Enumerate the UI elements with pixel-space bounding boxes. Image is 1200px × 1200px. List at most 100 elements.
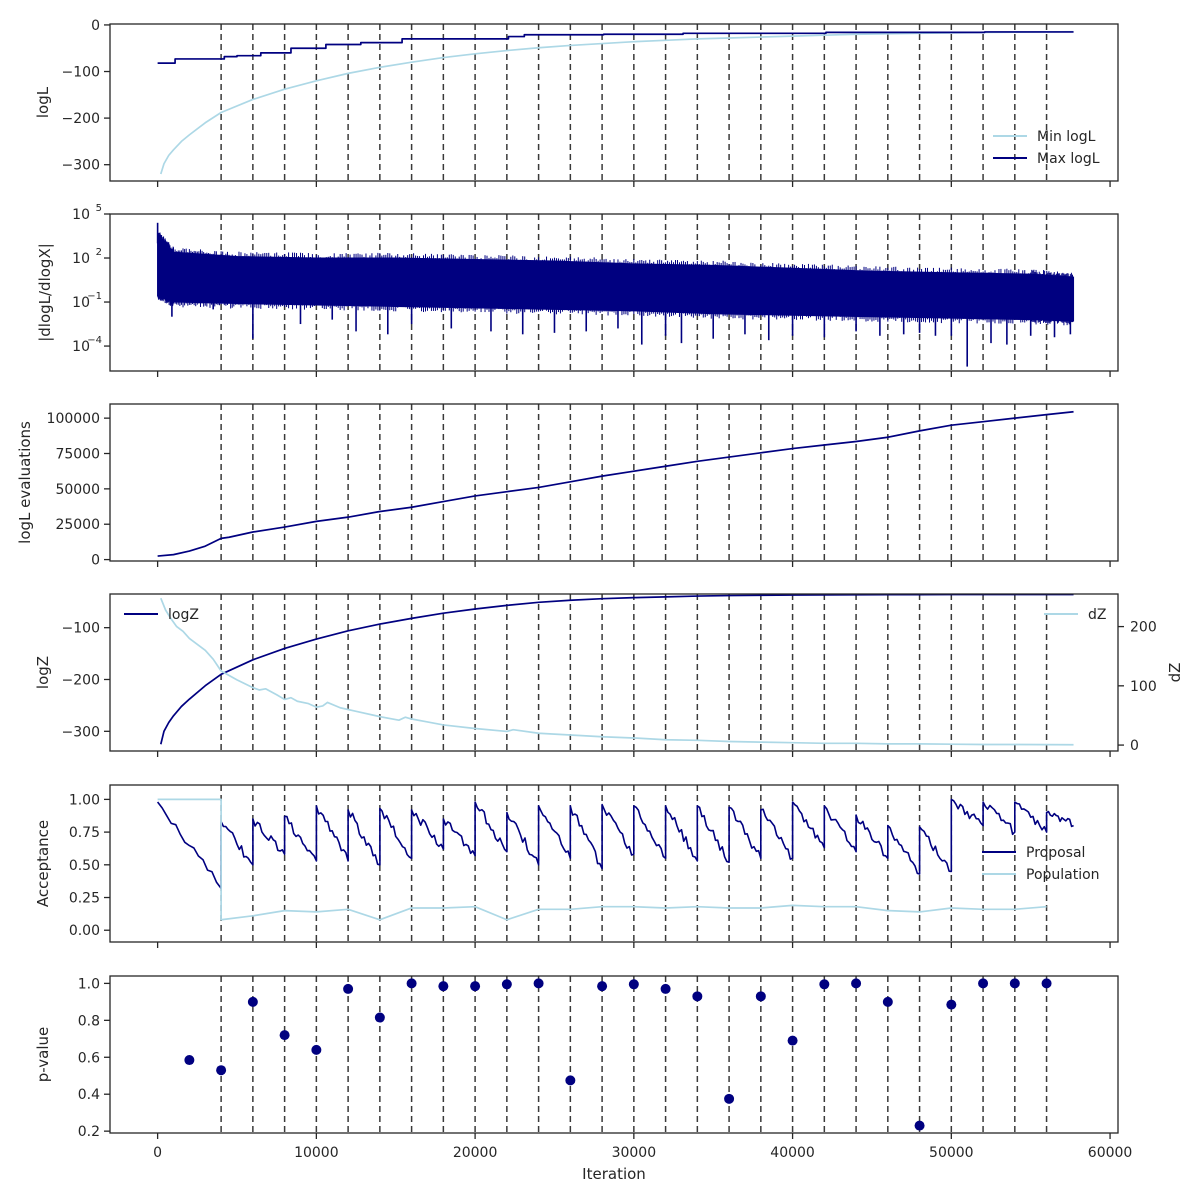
x-tick-label: 60000 (1088, 1145, 1133, 1161)
series-proposal (156, 798, 1074, 890)
legend-entry: Max logL (1037, 151, 1100, 167)
point-54000 (1009, 978, 1020, 989)
y-ticks: 0 25000 50000 75000 100000 (47, 411, 110, 569)
x-ticks (156, 1133, 1111, 1139)
y-tick-label: 10 (72, 339, 90, 355)
y2-tick-label: 200 (1130, 620, 1157, 636)
y-tick-label: 10 (72, 207, 90, 223)
point-46000 (882, 996, 893, 1007)
y2-ticks: 0 100 200 (1118, 620, 1157, 754)
series-population (157, 798, 1047, 921)
y2-axis-label: dZ (1166, 663, 1184, 683)
y-tick-label: −200 (62, 672, 100, 688)
y-tick-label: 10 (72, 251, 90, 267)
point-50000 (946, 999, 957, 1010)
subplot-3: 0 25000 50000 75000 100000 logL evaluations (16, 403, 1119, 569)
y-axis-label: logL evaluations (16, 421, 34, 544)
point-26000 (565, 1075, 576, 1086)
point-42000 (819, 979, 830, 990)
y-tick-label: 10 (72, 295, 90, 311)
y-tick-exponent: 2 (96, 247, 102, 258)
point-22000 (501, 979, 512, 990)
axes-frame (109, 403, 1119, 562)
y-tick-label: 0 (91, 18, 100, 34)
axes-frame (109, 975, 1119, 1134)
y2-tick-label: 0 (1130, 738, 1139, 754)
legend-entry: Min logL (1037, 129, 1096, 145)
legend-entry: logZ (168, 607, 199, 623)
legend-entry: dZ (1088, 607, 1106, 623)
y-ticks: 0.2 0.4 0.6 0.8 1.0 (78, 976, 110, 1140)
x-ticks (156, 181, 1111, 187)
point-48000 (914, 1120, 925, 1131)
subplot-5: 0.00 0.25 0.50 0.75 1.00 Acceptance Proposal Po… (34, 784, 1119, 948)
y-tick-label: 0.50 (69, 858, 100, 874)
axes-frame (109, 213, 1119, 372)
point-40000 (787, 1035, 798, 1046)
y-tick-label: 25000 (55, 517, 100, 533)
x-ticks (156, 371, 1111, 377)
y-axis-label: Acceptance (34, 820, 52, 907)
y-ticks: −100 −200 −300 (62, 621, 110, 740)
series-logl-evaluations (157, 410, 1074, 557)
y-axis-label: p-value (34, 1027, 52, 1083)
point-52000 (978, 978, 989, 989)
y-axis-label: |dlogL/dlogX| (36, 243, 54, 342)
x-tick-label: 0 (153, 1145, 162, 1161)
legend: Proposal Population (982, 845, 1100, 883)
point-14000 (374, 1012, 385, 1023)
y-tick-label: 0.8 (78, 1013, 100, 1029)
y-tick-exponent: −1 (87, 291, 102, 302)
y-tick-label: −300 (62, 724, 100, 740)
series-logz (159, 594, 1074, 745)
plot-area-3 (157, 404, 1074, 561)
point-56000 (1041, 978, 1052, 989)
point-18000 (438, 981, 449, 992)
y2-tick-label: 100 (1130, 679, 1157, 695)
y-ticks: 0.00 0.25 0.50 0.75 1.00 (69, 792, 110, 939)
x-ticks (156, 942, 1111, 948)
x-tick-label: 50000 (929, 1145, 974, 1161)
series-min-logl (159, 30, 1074, 175)
series-p-value (184, 978, 1052, 1131)
y-tick-label: 100000 (47, 411, 100, 427)
point-12000 (343, 983, 354, 994)
point-34000 (692, 991, 703, 1002)
x-tick-label: 40000 (770, 1145, 815, 1161)
y-tick-label: 0.4 (78, 1087, 100, 1103)
point-38000 (755, 991, 766, 1002)
y-tick-label: 0.00 (69, 923, 100, 939)
x-ticks (156, 751, 1111, 757)
series-dz (160, 597, 1074, 746)
x-tick-label: 30000 (612, 1145, 657, 1161)
y-tick-label: 0.6 (78, 1050, 100, 1066)
x-tick-label: 10000 (294, 1145, 339, 1161)
point-36000 (724, 1093, 735, 1104)
y-axis-label: logL (34, 86, 52, 118)
y-tick-label: 0 (91, 553, 100, 569)
y-tick-exponent: −4 (87, 335, 102, 346)
legend-entry: Population (1026, 867, 1100, 883)
point-16000 (406, 978, 417, 989)
x-axis-label: Iteration (582, 1165, 646, 1183)
y-ticks: 10 510 210−110−4 (72, 203, 110, 355)
subplot-1: 0 −100 −200 −300 logL Min logL Max logL (34, 18, 1119, 187)
subplot-6: 0.2 0.4 0.6 0.8 1.0 p-value (34, 975, 1119, 1140)
point-10000 (311, 1044, 322, 1055)
x-axis: 0 10000 20000 30000 40000 50000 60000 Iteration (153, 1145, 1132, 1183)
point-24000 (533, 978, 544, 989)
point-2000 (184, 1055, 195, 1066)
plot-area-6 (184, 976, 1052, 1133)
point-4000 (216, 1065, 227, 1076)
y-tick-label: −200 (62, 111, 100, 127)
subplot-2: 10 510 210−110−4|dlogL/dlogX| (36, 203, 1119, 377)
y-tick-label: 0.2 (78, 1124, 100, 1140)
point-8000 (279, 1030, 290, 1041)
legend: Min logL Max logL (993, 129, 1100, 167)
point-28000 (597, 981, 608, 992)
y-tick-label: −300 (62, 158, 100, 174)
y-ticks: 0 −100 −200 −300 (62, 18, 110, 174)
y-tick-label: −100 (62, 621, 100, 637)
y-tick-exponent: 5 (96, 203, 102, 214)
